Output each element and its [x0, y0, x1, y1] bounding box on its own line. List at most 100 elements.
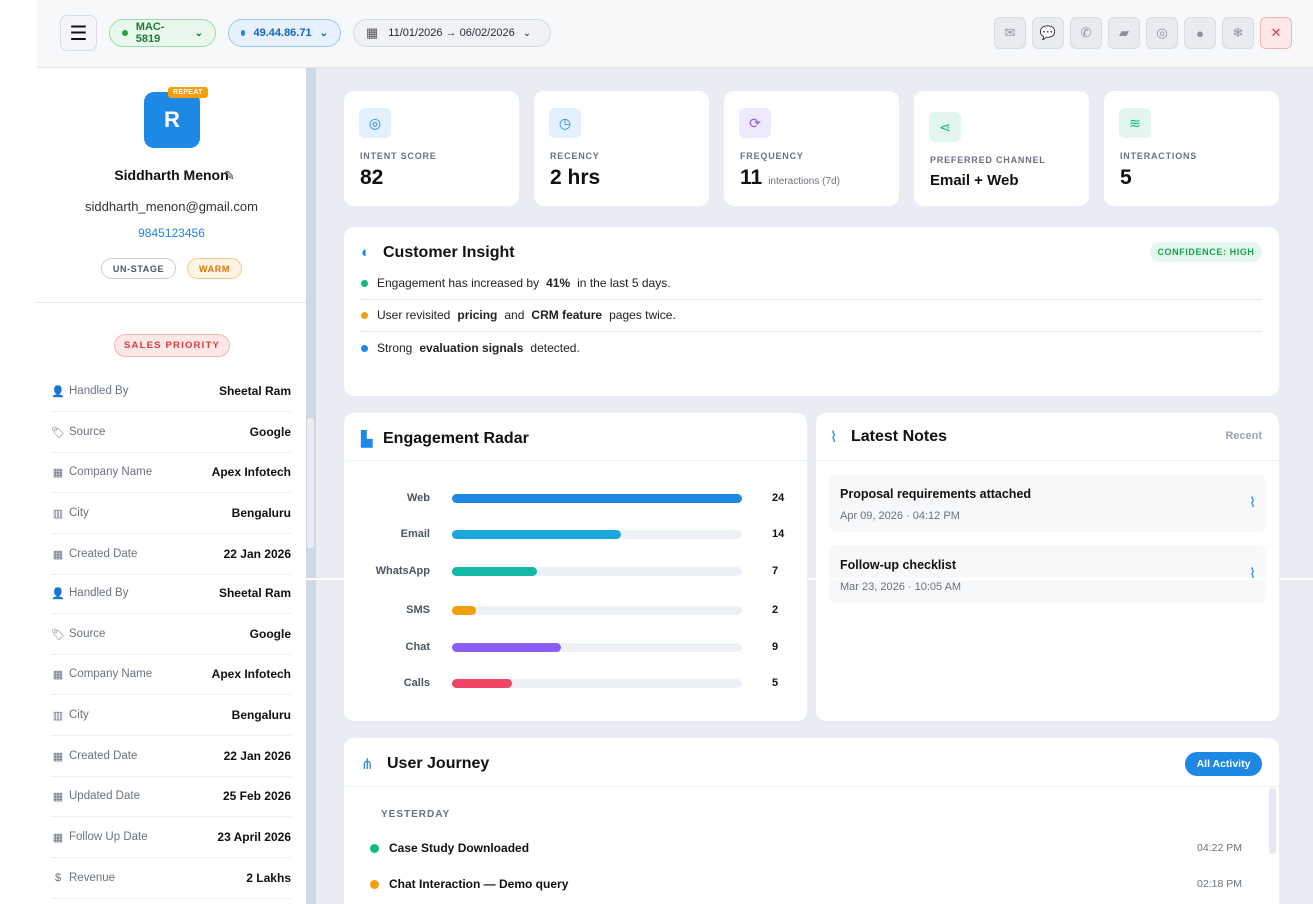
- detail-value: Bengaluru: [231, 506, 291, 520]
- customer-insight-card: ◐ Customer Insight CONFIDENCE: HIGH Enga…: [344, 227, 1279, 396]
- snowflake-icon: ❄: [1232, 25, 1244, 40]
- kpi-value-text: 11: [740, 166, 763, 189]
- brain-icon: ◐: [361, 244, 371, 261]
- whatsapp-button[interactable]: ◎: [1146, 17, 1178, 49]
- status-dot: [122, 30, 128, 36]
- detail-label-text: Revenue: [69, 872, 116, 884]
- note-item[interactable]: Follow-up checklist Mar 23, 2026 · 10:05 …: [829, 545, 1266, 603]
- render-artifact-line: [306, 578, 1313, 580]
- kpi-value: 82: [360, 166, 383, 190]
- note-item[interactable]: Proposal requirements attached Apr 09, 20…: [829, 474, 1266, 532]
- detail-label: ▦ Company Name: [51, 668, 152, 681]
- close-button[interactable]: ✕: [1260, 17, 1292, 49]
- freeze-button[interactable]: ❄: [1222, 17, 1254, 49]
- channel-label: WhatsApp: [375, 565, 430, 577]
- detail-value: 23 April 2026: [217, 830, 291, 844]
- detail-value: 22 Jan 2026: [223, 749, 291, 763]
- customer-phone[interactable]: 9845123456: [138, 226, 205, 240]
- kpi-subtext: interactions (7d): [768, 176, 840, 187]
- detail-label: 🏷 Source: [51, 628, 105, 641]
- paperclip-icon[interactable]: ⌇: [1249, 494, 1256, 510]
- channel-bar-row: WhatsApp 7: [364, 565, 794, 578]
- priority-badge: SALES PRIORITY: [114, 334, 230, 357]
- message-button[interactable]: 💬: [1032, 17, 1064, 49]
- detail-value: Sheetal Ram: [218, 586, 291, 600]
- customer-email[interactable]: siddharth_menon@gmail.com: [85, 199, 258, 214]
- note-button[interactable]: ▰: [1108, 17, 1140, 49]
- calendar-icon: ▦: [52, 790, 64, 803]
- mail-button[interactable]: ✉: [994, 17, 1026, 49]
- detail-row: 🏷 Source Google: [51, 614, 291, 655]
- detail-row: ▦ Updated Date 25 Feb 2026: [51, 776, 291, 817]
- kpi-label: PREFERRED CHANNEL: [930, 155, 1046, 165]
- journey-event[interactable]: Case Study Downloaded 04:22 PM: [370, 841, 1242, 855]
- bullet-dot: [361, 279, 368, 287]
- divider: [816, 460, 1279, 461]
- chat-icon: ●: [1196, 25, 1204, 41]
- detail-label-text: Follow Up Date: [69, 831, 148, 843]
- detail-value: Sheetal Ram: [218, 384, 291, 398]
- insight-text: User revisited: [377, 308, 451, 322]
- insight-line: User revisited pricing and CRM feature pages…: [361, 308, 1262, 332]
- detail-row: ▥ City Bengaluru: [51, 695, 291, 736]
- detail-value: 25 Feb 2026: [222, 789, 291, 803]
- event-label: Case Study Downloaded: [389, 841, 530, 855]
- avatar-initial: R: [164, 107, 180, 132]
- kpi-value-text: 5: [1120, 166, 1132, 189]
- detail-label-text: Handled By: [69, 385, 129, 397]
- note-icon: ▰: [1119, 25, 1129, 40]
- divider: [344, 460, 807, 461]
- detail-row: ▦ Company Name Apex Infotech: [51, 452, 291, 493]
- kpi-value: 11 interactions (7d): [740, 166, 840, 190]
- insight-text: in the last 5 days.: [577, 276, 671, 290]
- paperclip-icon[interactable]: ⌇: [1249, 565, 1256, 581]
- whatsapp-icon: ◎: [1156, 25, 1168, 40]
- scrollbar-thumb[interactable]: [307, 418, 314, 548]
- notes-filter[interactable]: Recent: [1225, 430, 1262, 442]
- insight-highlight: pricing: [457, 308, 498, 322]
- close-icon: ✕: [1270, 25, 1282, 40]
- channel-value: 2: [772, 604, 779, 616]
- sidebar-scrollbar[interactable]: [306, 68, 316, 904]
- all-activity-button[interactable]: All Activity: [1185, 752, 1262, 776]
- insight-line: Strong evaluation signals detected.: [361, 341, 1262, 355]
- date-range-picker[interactable]: ▦ 11/01/2026 → 06/02/2026 ⌄: [353, 19, 551, 47]
- detail-value: Apex Infotech: [211, 465, 291, 479]
- chat-button[interactable]: ●: [1184, 17, 1216, 49]
- ip-dropdown[interactable]: 49.44.86.71 ⌄: [228, 19, 341, 47]
- repeat-badge: REPEAT: [168, 87, 208, 98]
- kpi-label: INTERACTIONS: [1120, 151, 1198, 161]
- journey-scrollbar[interactable]: [1269, 788, 1276, 854]
- layers-icon: ≋: [1119, 108, 1151, 138]
- kpi-card: ⟳ FREQUENCY 11 interactions (7d): [724, 91, 899, 206]
- call-button[interactable]: ✆: [1070, 17, 1102, 49]
- channel-value: 24: [772, 492, 785, 504]
- detail-label-text: Source: [69, 628, 106, 640]
- building-icon: ▦: [52, 668, 64, 681]
- kpi-label: FREQUENCY: [740, 151, 804, 161]
- event-time: 04:22 PM: [1197, 842, 1242, 854]
- menu-button[interactable]: ☰: [60, 15, 97, 51]
- channel-bar-row: Web 24: [364, 492, 794, 505]
- city-icon: ▥: [52, 709, 64, 722]
- journey-event[interactable]: Chat Interaction — Demo query 02:18 PM: [370, 877, 1242, 891]
- mail-icon: ✉: [1004, 25, 1016, 40]
- detail-label-text: Updated Date: [69, 790, 140, 802]
- detail-label: ▦ Follow Up Date: [51, 831, 148, 844]
- insight-highlight: evaluation signals: [419, 341, 524, 355]
- bar-fill: [452, 494, 742, 503]
- detail-value: Apex Infotech: [211, 667, 291, 681]
- mac-id-dropdown[interactable]: MAC-5819 ⌄: [109, 19, 216, 47]
- chevron-down-icon: ⌄: [319, 27, 328, 39]
- chevron-down-icon: ⌄: [194, 27, 203, 39]
- bar-track: [452, 530, 742, 539]
- paperclip-icon: ⌇: [830, 429, 838, 446]
- channel-bar-row: SMS 2: [364, 604, 794, 617]
- tag-icon: 🏷: [51, 426, 65, 439]
- event-label: Chat Interaction — Demo query: [389, 877, 569, 891]
- event-time: 02:18 PM: [1197, 878, 1242, 890]
- share-icon: ⋖: [929, 112, 961, 142]
- edit-icon[interactable]: ✎: [224, 168, 235, 183]
- bar-fill: [452, 567, 537, 576]
- detail-label-text: Created Date: [69, 548, 138, 560]
